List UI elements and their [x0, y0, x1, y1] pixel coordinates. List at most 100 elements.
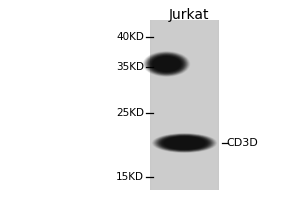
Ellipse shape	[146, 53, 187, 75]
Bar	[163, 20, 206, 190]
Ellipse shape	[154, 134, 215, 152]
Bar	[158, 20, 211, 190]
Ellipse shape	[164, 137, 205, 149]
Bar	[154, 20, 215, 190]
Ellipse shape	[149, 55, 184, 73]
Ellipse shape	[152, 56, 181, 72]
Ellipse shape	[157, 135, 212, 151]
Text: CD3D: CD3D	[226, 138, 258, 148]
Ellipse shape	[149, 55, 184, 73]
Ellipse shape	[163, 136, 206, 150]
Ellipse shape	[159, 135, 210, 151]
Ellipse shape	[148, 54, 185, 74]
Ellipse shape	[146, 53, 188, 75]
Ellipse shape	[145, 52, 188, 76]
Bar	[153, 20, 215, 190]
Bar	[158, 20, 211, 190]
Ellipse shape	[160, 136, 209, 150]
Ellipse shape	[157, 135, 212, 151]
Ellipse shape	[153, 57, 180, 71]
Ellipse shape	[165, 137, 204, 149]
Ellipse shape	[156, 134, 213, 152]
Bar	[153, 20, 216, 190]
Bar	[162, 20, 207, 190]
Ellipse shape	[160, 136, 209, 150]
Bar	[160, 20, 209, 190]
Ellipse shape	[161, 136, 208, 150]
Text: 40KD: 40KD	[116, 32, 144, 42]
Bar	[166, 20, 203, 190]
Ellipse shape	[151, 55, 182, 73]
Ellipse shape	[156, 134, 213, 152]
Bar	[151, 20, 218, 190]
Bar	[150, 20, 219, 190]
Ellipse shape	[150, 55, 183, 73]
Text: 35KD: 35KD	[116, 62, 144, 72]
Ellipse shape	[158, 135, 211, 151]
Ellipse shape	[152, 56, 181, 72]
Ellipse shape	[161, 136, 208, 150]
Ellipse shape	[150, 55, 183, 73]
Ellipse shape	[159, 135, 210, 151]
Ellipse shape	[162, 136, 207, 150]
Ellipse shape	[151, 56, 182, 72]
Bar	[157, 20, 212, 190]
Ellipse shape	[149, 54, 184, 74]
Bar	[166, 20, 203, 190]
Bar	[160, 20, 209, 190]
Ellipse shape	[155, 134, 214, 152]
Bar	[156, 20, 213, 190]
Ellipse shape	[147, 54, 186, 74]
Ellipse shape	[147, 53, 186, 75]
Ellipse shape	[155, 134, 214, 152]
Ellipse shape	[148, 54, 184, 74]
Ellipse shape	[154, 57, 179, 71]
Ellipse shape	[154, 134, 214, 152]
Ellipse shape	[166, 137, 203, 149]
Ellipse shape	[164, 137, 205, 149]
Bar	[156, 20, 213, 190]
Ellipse shape	[163, 136, 206, 150]
Bar	[159, 20, 210, 190]
Ellipse shape	[158, 135, 211, 151]
Ellipse shape	[148, 54, 185, 74]
Bar	[163, 20, 206, 190]
Bar	[150, 20, 219, 190]
Ellipse shape	[160, 135, 209, 151]
Ellipse shape	[148, 54, 185, 74]
Ellipse shape	[147, 53, 186, 75]
Bar	[167, 20, 202, 190]
Ellipse shape	[166, 137, 203, 149]
Text: 15KD: 15KD	[116, 172, 144, 182]
Ellipse shape	[163, 137, 206, 149]
Bar	[159, 20, 210, 190]
Bar	[151, 20, 218, 190]
Text: Jurkat: Jurkat	[169, 8, 209, 22]
Ellipse shape	[165, 137, 204, 149]
Bar	[165, 20, 204, 190]
Ellipse shape	[155, 134, 214, 152]
Ellipse shape	[167, 138, 202, 148]
Ellipse shape	[167, 138, 203, 148]
Ellipse shape	[146, 53, 187, 75]
Bar	[155, 20, 214, 190]
Ellipse shape	[158, 135, 211, 151]
Bar	[161, 20, 208, 190]
Ellipse shape	[162, 136, 207, 150]
Ellipse shape	[161, 136, 208, 150]
Ellipse shape	[154, 57, 179, 71]
Ellipse shape	[154, 57, 179, 71]
Text: 25KD: 25KD	[116, 108, 144, 118]
Bar	[161, 20, 208, 190]
Ellipse shape	[168, 138, 201, 148]
Bar	[164, 20, 205, 190]
Ellipse shape	[164, 137, 206, 149]
Bar	[152, 20, 217, 190]
Ellipse shape	[158, 135, 211, 151]
Ellipse shape	[165, 137, 204, 149]
Bar	[154, 20, 214, 190]
Ellipse shape	[153, 57, 180, 71]
Ellipse shape	[151, 56, 182, 72]
Bar	[152, 20, 217, 190]
Bar	[164, 20, 205, 190]
